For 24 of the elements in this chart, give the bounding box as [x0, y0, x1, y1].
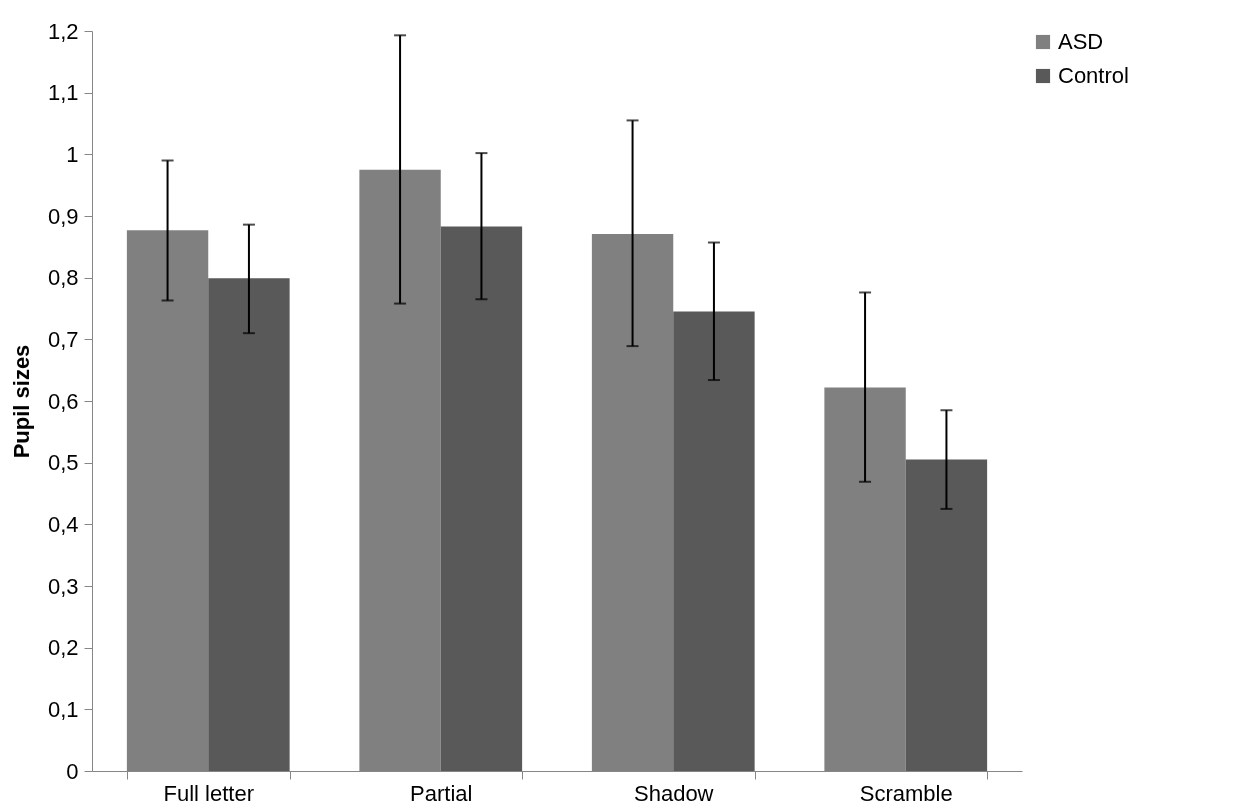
y-tick-label: 0,9 — [47, 203, 79, 229]
x-tick-label: Shadow — [633, 780, 714, 806]
x-tick-label: Partial — [410, 780, 473, 806]
bar — [905, 459, 988, 771]
y-tick-label: 0,1 — [47, 696, 79, 722]
x-tick-label: Scramble — [859, 780, 953, 806]
y-tick-label: 0,6 — [47, 388, 79, 414]
y-tick-label: 0,3 — [47, 573, 79, 599]
bar — [208, 278, 290, 771]
legend-label: Control — [1058, 63, 1129, 88]
x-tick-label: Full letter — [163, 780, 254, 806]
y-tick-label: 1 — [66, 141, 79, 167]
y-tick-label: 0,4 — [47, 511, 79, 537]
y-tick-label: 0,7 — [47, 326, 79, 352]
legend-label: ASD — [1058, 29, 1104, 54]
y-tick-label: 0 — [66, 758, 79, 784]
y-tick-label: 0,8 — [47, 265, 79, 291]
y-tick-label: 0,5 — [47, 450, 79, 476]
bar — [440, 226, 523, 771]
y-tick-label: 0,2 — [47, 635, 79, 661]
y-tick-label: 1,1 — [47, 80, 79, 106]
bar — [673, 311, 755, 771]
y-tick-label: 1,2 — [47, 18, 79, 44]
y-axis-title: Pupil sizes — [8, 344, 34, 459]
